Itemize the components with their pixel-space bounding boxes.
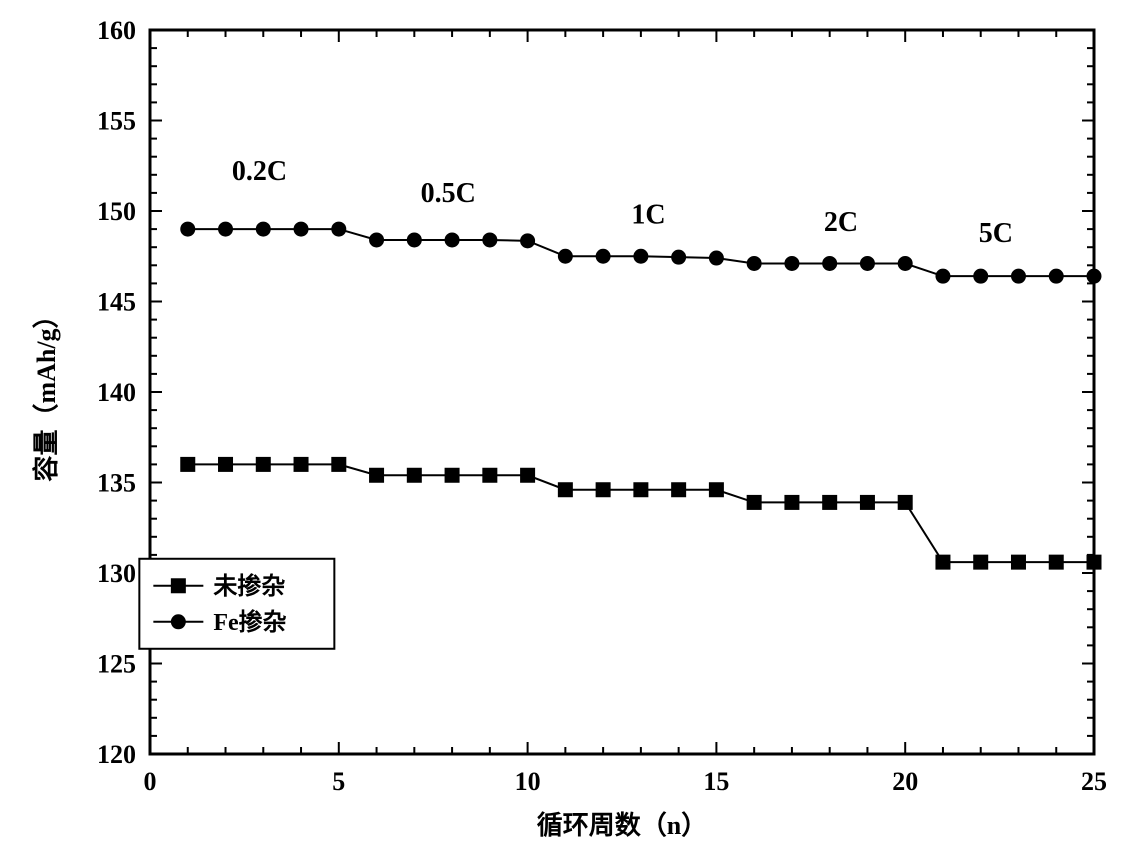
x-tick-label: 10 bbox=[515, 767, 541, 796]
x-tick-label: 5 bbox=[332, 767, 345, 796]
x-tick-label: 15 bbox=[703, 767, 729, 796]
x-tick-label: 25 bbox=[1081, 767, 1107, 796]
rate-annotation: 0.5C bbox=[421, 178, 476, 209]
y-tick-label: 145 bbox=[97, 288, 136, 317]
y-axis-label: 容量（mAh/g） bbox=[31, 302, 61, 481]
legend-label: 未掺杂 bbox=[213, 572, 285, 600]
y-tick-label: 135 bbox=[97, 469, 136, 498]
rate-annotation: 2C bbox=[824, 207, 858, 238]
y-tick-label: 160 bbox=[97, 16, 136, 45]
rate-capability-chart: 0 5 10 15 20 25 120 125 130 135 140 145 150 155 160 循环周… bbox=[0, 0, 1134, 864]
y-tick-label: 150 bbox=[97, 197, 136, 226]
y-tick-label: 130 bbox=[97, 559, 136, 588]
x-axis-label: 循环周数（n） bbox=[537, 811, 707, 840]
y-tick-label: 155 bbox=[97, 107, 136, 136]
x-tick-label: 20 bbox=[892, 767, 918, 796]
y-tick-label: 125 bbox=[97, 650, 136, 679]
rate-annotation: 1C bbox=[631, 200, 665, 231]
legend: 未掺杂 Fe掺杂 bbox=[139, 559, 334, 649]
rate-annotation: 0.2C bbox=[232, 156, 287, 187]
chart-container: 0 5 10 15 20 25 120 125 130 135 140 145 150 155 160 循环周… bbox=[0, 0, 1134, 864]
x-tick-label: 0 bbox=[144, 767, 157, 796]
rate-annotation: 5C bbox=[979, 218, 1013, 249]
legend-label: Fe掺杂 bbox=[213, 608, 286, 636]
y-tick-label: 140 bbox=[97, 378, 136, 407]
y-tick-label: 120 bbox=[97, 740, 136, 769]
